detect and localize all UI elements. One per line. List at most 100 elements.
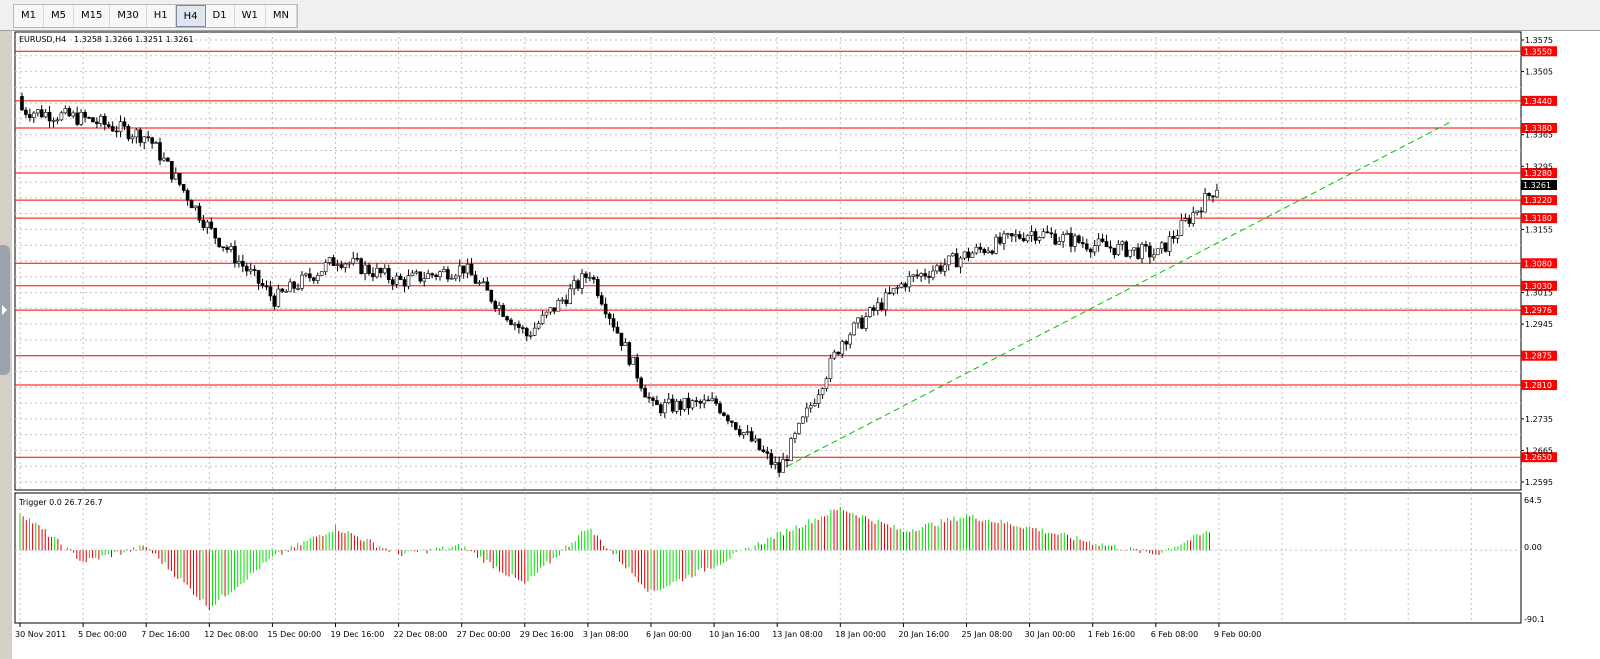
candle-body — [1211, 195, 1215, 198]
candle-body — [312, 277, 316, 281]
candle-body — [524, 328, 529, 337]
candle-body — [560, 299, 565, 302]
candle-body — [477, 282, 482, 284]
candle-body — [674, 400, 679, 412]
candle-body — [1049, 232, 1054, 235]
candle-body — [276, 288, 281, 307]
time-axis-label: 7 Dec 16:00 — [141, 630, 190, 639]
price-axis-tick: 1.2595 — [1525, 478, 1553, 487]
candle-body — [939, 265, 943, 272]
timeframe-m30-button[interactable]: M30 — [110, 5, 147, 27]
candle-body — [241, 261, 245, 267]
time-axis-label: 30 Nov 2011 — [15, 630, 66, 639]
candle-body — [663, 402, 667, 414]
candle-body — [588, 277, 592, 279]
candle-body — [556, 299, 561, 312]
candle-body — [741, 432, 746, 436]
candle-body — [1207, 193, 1211, 197]
time-axis-label: 20 Jan 16:00 — [898, 630, 949, 639]
candle-body — [1140, 244, 1144, 259]
candle-body — [1025, 235, 1030, 242]
candle-body — [446, 269, 450, 280]
candle-body — [221, 246, 225, 249]
candle-body — [339, 264, 344, 268]
candle-body — [651, 397, 655, 401]
candle-body — [142, 136, 147, 143]
trend-line[interactable] — [786, 120, 1453, 467]
candle-body — [193, 205, 198, 209]
candle-body — [1096, 238, 1101, 246]
candle-body — [532, 327, 537, 336]
side-panel-toggle[interactable] — [0, 245, 10, 375]
price-axis-tick: 1.3365 — [1525, 131, 1553, 140]
horizontal-level-lines[interactable]: 1.3550 1.3440 1.3380 1.3280 1.3220 1.3180 1.30… — [15, 46, 1557, 463]
time-axis-label: 13 Jan 08:00 — [772, 630, 823, 639]
timeframe-m15-button[interactable]: M15 — [74, 5, 111, 27]
candle-body — [315, 275, 320, 281]
candle-body — [126, 125, 131, 140]
time-axis-label: 15 Dec 00:00 — [267, 630, 321, 639]
candle-body — [879, 302, 884, 310]
candle-body — [509, 319, 513, 325]
candle-body — [722, 412, 726, 416]
timeframe-h1-button[interactable]: H1 — [147, 5, 176, 27]
timeframe-m5-button[interactable]: M5 — [44, 5, 74, 27]
candle-body — [79, 112, 83, 125]
candle-body — [122, 121, 127, 127]
candle-body — [493, 301, 498, 309]
candle-body — [95, 121, 99, 124]
candle-body — [453, 275, 458, 279]
candle-body — [166, 157, 170, 162]
candle-body — [682, 397, 687, 410]
candle-body — [710, 398, 714, 401]
candle-body — [860, 317, 864, 329]
candle-body — [150, 137, 154, 144]
candle-body — [292, 281, 296, 289]
timeframe-mn-button[interactable]: MN — [266, 5, 297, 27]
timeframe-d1-button[interactable]: D1 — [206, 5, 235, 27]
candle-body — [749, 431, 754, 442]
candle-body — [769, 453, 774, 465]
candle-body — [915, 274, 920, 277]
candle-body — [1084, 243, 1089, 250]
time-axis-label: 27 Dec 00:00 — [457, 630, 511, 639]
price-level-badge — [1521, 46, 1557, 57]
candle-body — [726, 415, 730, 422]
axes: 1.3575 1.3505 1.3365 1.3295 1.3155 1.3015 1.29… — [15, 36, 1553, 639]
candle-body — [773, 462, 778, 465]
candle-body — [572, 280, 576, 290]
candle-body — [24, 109, 28, 115]
candle-body — [931, 270, 935, 278]
price-axis-tick: 1.2735 — [1525, 415, 1553, 424]
timeframe-m1-button[interactable]: M1 — [14, 5, 44, 27]
candle-body — [990, 250, 994, 254]
candle-body — [32, 112, 36, 118]
chart-canvas[interactable]: 1.3550 1.3440 1.3380 1.3280 1.3220 1.3180 1.30… — [12, 31, 1600, 659]
candle-body — [343, 263, 348, 268]
candle-body — [761, 449, 766, 452]
candle-body — [1041, 231, 1046, 238]
candle-body — [252, 269, 257, 271]
candle-body — [1215, 189, 1219, 198]
indicator-axis-tick: 0.00 — [1524, 543, 1542, 552]
candle-body — [1116, 244, 1121, 256]
candle-body — [501, 305, 505, 317]
candle-body — [457, 265, 462, 277]
chart-window[interactable]: 1.3550 1.3440 1.3380 1.3280 1.3220 1.3180 1.30… — [12, 31, 1600, 659]
candle-body — [891, 287, 896, 294]
candle-body — [820, 388, 825, 396]
candle-body — [895, 287, 900, 289]
candle-body — [114, 130, 119, 133]
candle-body — [319, 271, 324, 276]
price-level-label: 1.2810 — [1524, 381, 1552, 390]
timeframe-w1-button[interactable]: W1 — [235, 5, 266, 27]
candle-body — [1155, 248, 1160, 256]
candle-body — [521, 327, 525, 329]
candle-body — [946, 255, 951, 266]
candle-body — [919, 273, 923, 277]
candle-body — [497, 305, 501, 309]
candle-body — [71, 112, 76, 117]
timeframe-h4-button[interactable]: H4 — [175, 5, 206, 27]
price-axis-tick: 1.3575 — [1525, 36, 1553, 45]
uptrend-line[interactable] — [786, 120, 1453, 467]
